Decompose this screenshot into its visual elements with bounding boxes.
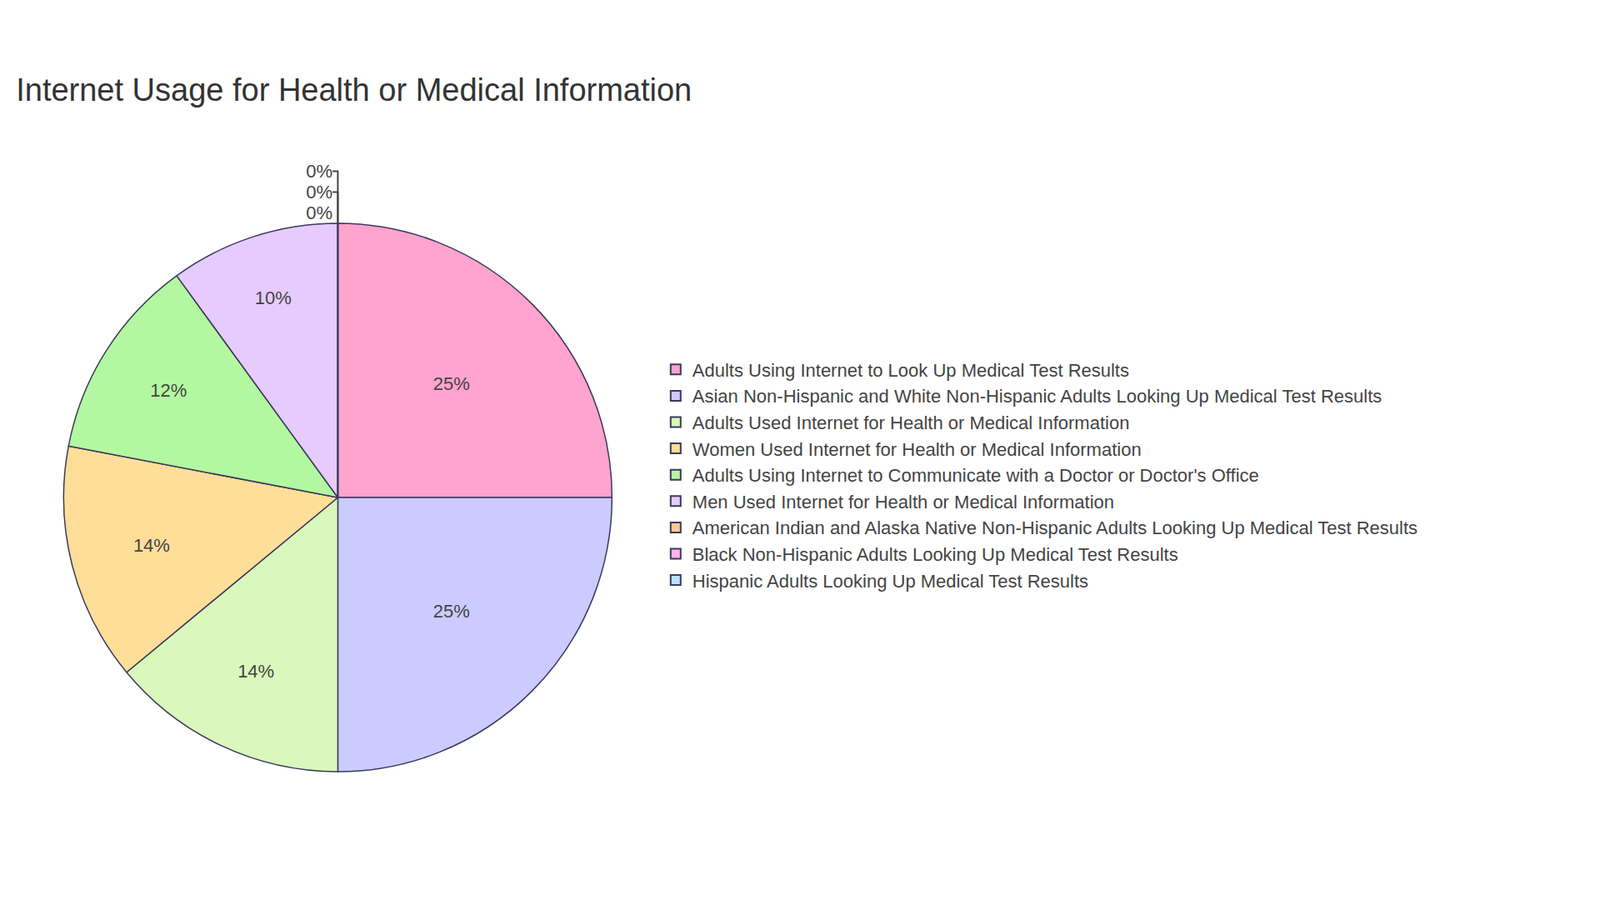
svg-text:0%: 0% [305, 202, 333, 224]
svg-text:25%: 25% [433, 373, 470, 395]
svg-text:Adults Using Internet to Look: Adults Using Internet to Look Up Medical… [692, 360, 1130, 381]
svg-text:Black Non-Hispanic Adults Look: Black Non-Hispanic Adults Looking Up Med… [692, 544, 1179, 565]
svg-text:0%: 0% [305, 181, 333, 203]
svg-text:Men Used Internet for Health o: Men Used Internet for Health or Medical … [692, 491, 1115, 513]
svg-text:12%: 12% [150, 380, 187, 401]
svg-text:25%: 25% [433, 600, 470, 622]
svg-text:0%: 0% [305, 160, 333, 182]
svg-text:10%: 10% [255, 287, 292, 309]
svg-text:American Indian and Alaska Nat: American Indian and Alaska Native Non-Hi… [692, 517, 1418, 539]
svg-text:Women Used Internet for Health: Women Used Internet for Health or Medica… [692, 439, 1142, 460]
svg-text:14%: 14% [237, 660, 275, 682]
svg-text:Adults Used Internet for Healt: Adults Used Internet for Health or Medic… [692, 412, 1130, 434]
svg-text:14%: 14% [133, 535, 170, 556]
svg-text:Internet Usage for Health or M: Internet Usage for Health or Medical Inf… [15, 72, 692, 108]
svg-text:Hispanic Adults Looking Up Med: Hispanic Adults Looking Up Medical Test … [692, 570, 1089, 592]
svg-text:Asian Non-Hispanic and White N: Asian Non-Hispanic and White Non-Hispani… [692, 385, 1382, 407]
svg-text:Adults Using Internet to Commu: Adults Using Internet to Communicate wit… [692, 465, 1260, 486]
